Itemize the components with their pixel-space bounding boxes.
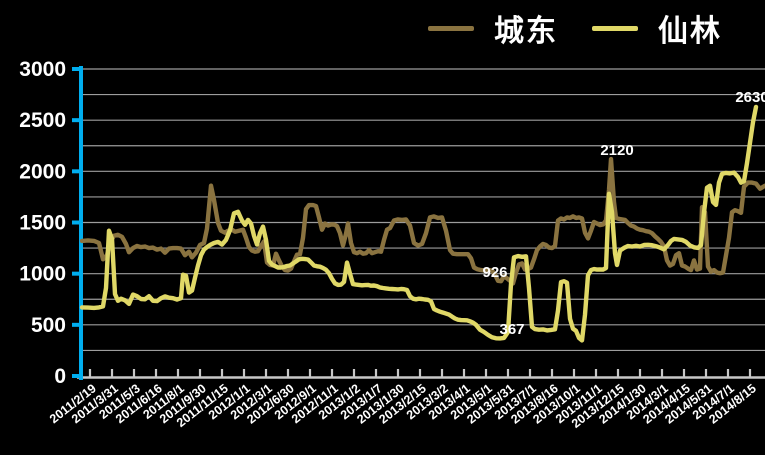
series-line-xianlin[interactable]	[79, 104, 759, 343]
data-label: 367	[499, 321, 524, 338]
y-tick-label: 500	[31, 314, 66, 337]
legend-swatch-chengdong	[428, 25, 474, 31]
legend-item-xianlin[interactable]: 仙林	[592, 6, 722, 50]
series-line-chengdong[interactable]	[79, 156, 765, 286]
y-tick-label: 1500	[19, 212, 66, 235]
legend-label-xianlin: 仙林	[658, 15, 722, 48]
legend-label-chengdong: 城东	[494, 15, 558, 48]
y-tick-label: 1000	[19, 263, 66, 286]
y-tick-label: 0	[54, 365, 66, 388]
data-label: 926	[482, 264, 507, 281]
y-tick-label: 3000	[19, 58, 66, 81]
data-label: 2120	[600, 142, 633, 159]
legend-swatch-xianlin	[592, 25, 638, 31]
y-tick-label: 2500	[19, 109, 66, 132]
data-label: 2630	[735, 89, 765, 106]
chart-legend: 城东 仙林	[428, 6, 722, 50]
y-tick-label: 2000	[19, 160, 66, 183]
legend-item-chengdong[interactable]: 城东	[428, 6, 558, 50]
